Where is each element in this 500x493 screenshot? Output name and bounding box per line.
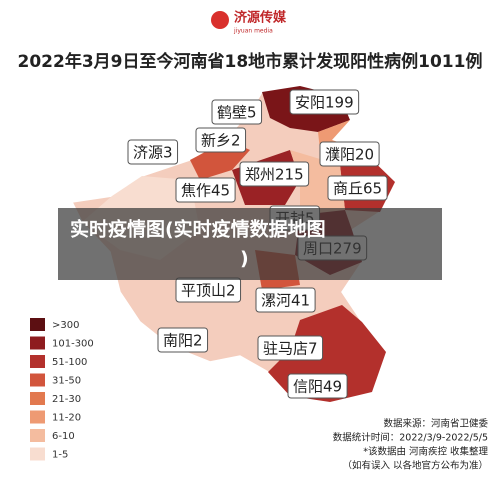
city-label: 安阳199 — [295, 94, 354, 112]
city-label: 焦作45 — [181, 182, 230, 200]
callout-box — [327, 175, 388, 201]
city-label: 信阳49 — [293, 378, 342, 396]
callout-box — [175, 177, 236, 203]
source-line: 数据来源：河南省卫健委 — [383, 418, 488, 430]
callout-box — [211, 99, 263, 125]
legend-label: >300 — [52, 320, 79, 331]
city-label: 南阳2 — [163, 332, 203, 350]
city-label: 郑州215 — [245, 166, 304, 184]
logo: 济源传媒 jiyuan media — [211, 10, 287, 35]
city-label: 济源3 — [133, 144, 173, 162]
banner-text: ) — [240, 248, 249, 270]
banner: 实时疫情图(实时疫情数据地图 ) — [58, 208, 442, 280]
city-label: 濮阳20 — [325, 146, 374, 164]
legend-swatch — [30, 336, 45, 350]
city-label: 平顶山2 — [181, 282, 236, 300]
city-label: 漯河41 — [261, 292, 310, 310]
legend-swatch — [30, 447, 45, 461]
city-label: 驻马店7 — [263, 340, 318, 358]
logo-sub: jiyuan media — [233, 28, 273, 35]
callout-box — [319, 141, 380, 167]
callout-box — [255, 287, 316, 313]
legend-swatch — [30, 429, 45, 442]
city-label: 鹤壁5 — [217, 104, 257, 122]
logo-text: 济源传媒 — [234, 10, 287, 26]
logo-icon — [211, 11, 229, 29]
callout-box — [157, 327, 209, 353]
legend-label: 101-300 — [52, 339, 94, 350]
legend-swatch — [30, 318, 45, 331]
legend-label: 21-30 — [52, 394, 81, 405]
legend-label: 6-10 — [52, 431, 75, 442]
callout-box — [239, 161, 310, 187]
callout-box — [195, 127, 247, 153]
source-line: 数据统计时间：2022/3/9-2022/5/5 — [333, 432, 488, 444]
legend: >300 101-300 51-100 31-50 21-30 11-20 6-10 1-5 — [30, 318, 94, 461]
source-line: （如有误入 以各地官方公布为准） — [342, 460, 488, 472]
legend-label: 31-50 — [52, 376, 81, 387]
city-label: 商丘65 — [333, 180, 382, 198]
callout-box — [257, 335, 324, 361]
legend-swatch — [30, 355, 45, 368]
legend-label: 51-100 — [52, 357, 87, 368]
legend-swatch — [30, 373, 45, 387]
callout-box — [289, 89, 360, 115]
banner-text: 实时疫情图(实时疫情数据地图 — [70, 218, 326, 241]
legend-swatch — [30, 410, 45, 424]
source-line: *该数据由 河南疾控 收集整理 — [363, 446, 488, 458]
city-label: 新乡2 — [201, 132, 241, 150]
legend-label: 11-20 — [52, 413, 81, 424]
legend-label: 1-5 — [52, 450, 68, 461]
callout-box — [287, 373, 348, 399]
title: 2022年3月9日至今河南省18地市累计发现阳性病例1011例 — [18, 51, 483, 72]
banner-bg — [58, 208, 442, 280]
legend-swatch — [30, 392, 45, 405]
callout-box — [127, 139, 179, 165]
